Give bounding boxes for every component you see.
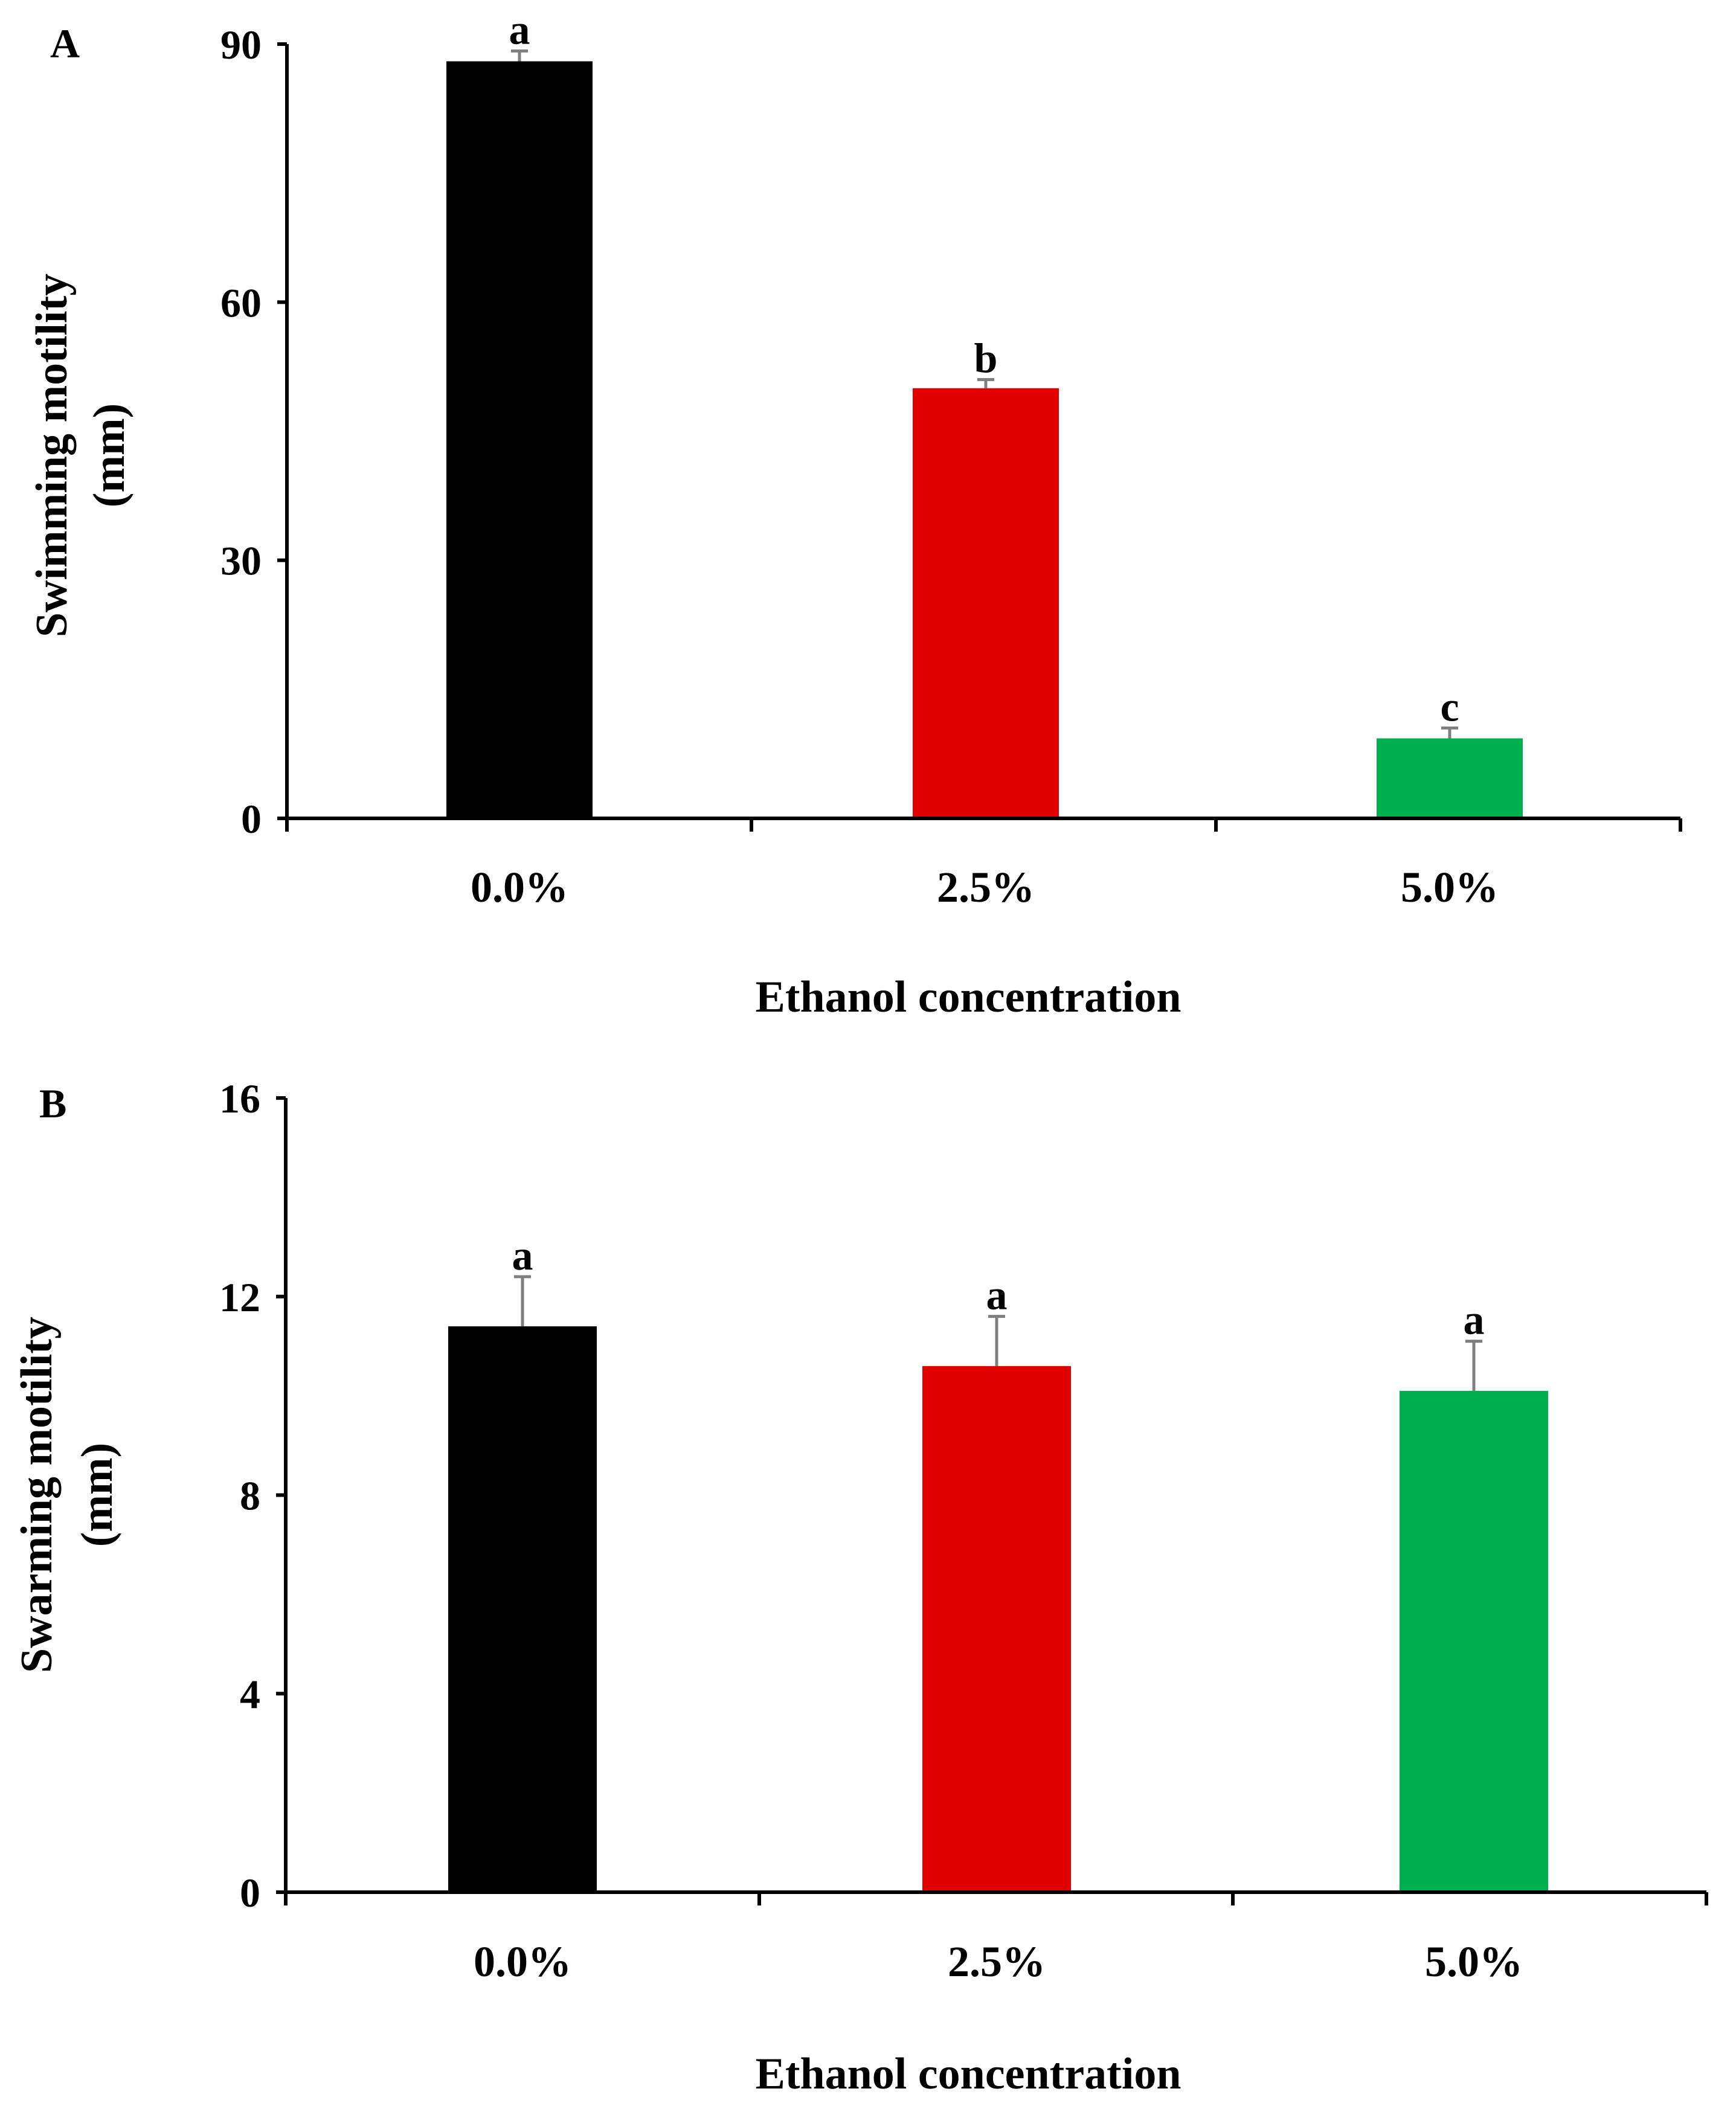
significance-label: c — [1440, 684, 1459, 730]
x-category-label: 0.0% — [471, 863, 568, 911]
bar-0.0% — [448, 1326, 597, 1892]
significance-label: a — [1464, 1297, 1485, 1344]
significance-label: a — [512, 1233, 533, 1279]
panel-label: A — [50, 21, 80, 66]
y-axis-title-unit: (mm) — [85, 403, 134, 508]
y-tick-label: 0 — [240, 1870, 260, 1916]
panel-label: B — [39, 1080, 66, 1126]
y-tick-label: 8 — [240, 1473, 260, 1519]
x-category-label: 5.0% — [1401, 863, 1499, 911]
y-tick-label: 16 — [219, 1076, 260, 1122]
bar-5.0% — [1377, 738, 1523, 818]
y-tick-label: 60 — [220, 280, 262, 326]
y-tick-label: 12 — [219, 1274, 260, 1320]
y-axis-title: Swimming motility — [27, 274, 77, 637]
y-axis-title-unit: (mm) — [72, 1443, 122, 1547]
y-tick-label: 4 — [240, 1671, 260, 1717]
bar-5.0% — [1400, 1390, 1548, 1892]
y-axis-title: Swarming motility — [12, 1317, 62, 1673]
bar-0.0% — [446, 61, 593, 818]
x-category-label: 2.5% — [948, 1937, 1046, 1986]
x-category-label: 0.0% — [474, 1937, 571, 1986]
x-category-label: 2.5% — [937, 863, 1035, 911]
significance-label: a — [509, 7, 530, 53]
bar-2.5% — [922, 1366, 1071, 1892]
bar-2.5% — [913, 388, 1059, 818]
significance-label: a — [986, 1273, 1008, 1319]
x-category-label: 5.0% — [1425, 1937, 1523, 1986]
y-tick-label: 90 — [220, 22, 262, 68]
x-axis-title: Ethanol concentration — [755, 972, 1181, 1022]
y-tick-label: 0 — [241, 796, 262, 842]
panel-b-chart: Ba a a 0 4 8 12 16 0.0% 2.5% 5.0% Ethanol concentra… — [12, 1076, 1708, 2099]
y-tick-label: 30 — [220, 538, 262, 584]
significance-label: b — [974, 336, 998, 382]
x-axis-title: Ethanol concentration — [755, 2049, 1181, 2099]
